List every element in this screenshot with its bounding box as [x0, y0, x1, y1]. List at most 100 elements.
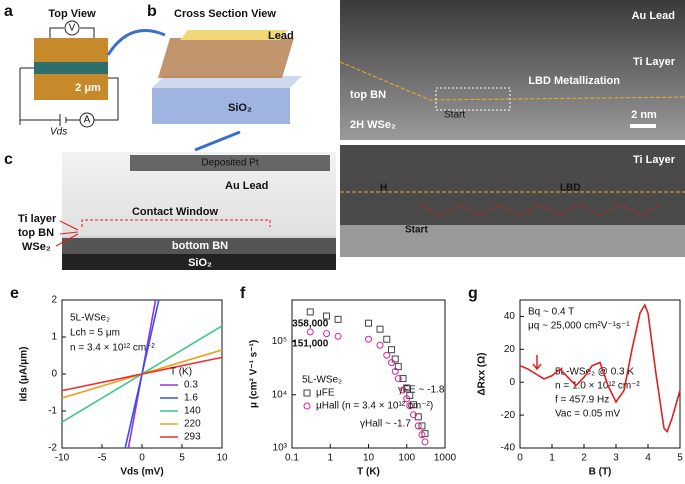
ammeter-label: A — [84, 115, 91, 126]
legend-label: 0.3 — [184, 380, 198, 391]
start-label: Start — [405, 225, 428, 236]
value-label: 151,000 — [292, 339, 329, 350]
x-tick-label: 1 — [549, 453, 555, 464]
ammeter — [79, 112, 95, 128]
legend-label: 220 — [184, 419, 201, 430]
arrow — [106, 29, 166, 56]
x-tick-label: 10 — [363, 453, 375, 464]
annotation: n = 3.4 × 10¹² cm⁻² — [70, 343, 155, 354]
marker — [418, 422, 426, 430]
legend-label: 293 — [184, 432, 201, 443]
interface — [339, 61, 685, 101]
pt-label: Deposited Pt — [201, 158, 258, 169]
arrow — [194, 130, 241, 152]
marker — [421, 430, 429, 438]
legend-swatch — [303, 389, 311, 397]
marker — [399, 375, 407, 383]
marker — [334, 332, 342, 340]
au-label: Au Lead — [225, 180, 268, 192]
annotation: Lch = 5 μm — [70, 328, 120, 339]
topbn-label: top BN — [18, 227, 54, 239]
marker — [365, 319, 372, 327]
scale-label: 2 nm — [631, 109, 657, 121]
marker — [376, 325, 384, 333]
x-axis-label: T (K) — [357, 467, 380, 478]
legend-label: 1.6 — [184, 393, 198, 404]
marker — [409, 401, 417, 409]
bottombn-label: bottom BN — [172, 240, 228, 252]
y-tick-label: -1 — [48, 406, 57, 417]
data-line — [61, 356, 223, 392]
marker — [334, 315, 342, 323]
x-tick-label: 1000 — [434, 453, 457, 464]
y-tick-label: 0 — [509, 377, 515, 388]
substrate — [152, 88, 290, 124]
ti-label: Ti Layer — [633, 154, 676, 166]
panel-label: g — [468, 285, 478, 302]
lbd-label: LBD Metallization — [528, 75, 620, 87]
x-tick-label: 3 — [613, 453, 619, 464]
marker — [306, 308, 314, 316]
substrate-top — [152, 76, 302, 88]
topbn-label: top BN — [350, 89, 386, 101]
y-axis-label: ΔRxx (Ω) — [477, 353, 488, 396]
arrow — [532, 355, 542, 371]
y-tick-label: 10⁴ — [272, 389, 287, 400]
marker — [406, 402, 414, 410]
y-tick-label: 2 — [51, 295, 57, 306]
y-tick-label: -40 — [501, 443, 516, 454]
y-axis-label: Ids (μA/μm) — [19, 346, 30, 401]
annotation: μq ~ 25,000 cm²V⁻¹s⁻¹ — [528, 321, 630, 332]
panel-label: f — [240, 285, 246, 302]
y-tick-label: 10³ — [273, 443, 288, 454]
legend-label: 140 — [184, 406, 201, 417]
x-tick-label: -10 — [55, 453, 70, 464]
wse2-label: WSe₂ — [22, 241, 51, 253]
marker — [403, 395, 411, 403]
x-tick-label: 0.1 — [285, 453, 299, 464]
sio2-layer — [62, 254, 336, 270]
voltmeter-label: V — [69, 23, 76, 34]
x-tick-label: 2 — [581, 453, 587, 464]
y-tick-label: -20 — [501, 410, 516, 421]
au-label: Au Lead — [632, 10, 675, 22]
x-tick-label: 0 — [139, 453, 145, 464]
legend-swatch — [303, 402, 311, 410]
legend-label: μHall (n = 3.4 × 10¹² cm⁻²) — [316, 401, 433, 412]
x-tick-label: 5 — [179, 453, 185, 464]
layers — [158, 38, 294, 78]
source-label: Vds — [50, 127, 67, 138]
panel-label: e — [10, 285, 19, 302]
marker — [323, 330, 331, 338]
marker — [391, 355, 399, 363]
lbd-trace — [419, 204, 661, 216]
y-tick-label: 0 — [51, 369, 57, 380]
wse2-label: 2H WSe₂ — [350, 119, 396, 131]
annotation: 5L-WSe₂ @ 0.3 K — [555, 367, 634, 378]
ti-label: Ti layer — [18, 213, 57, 225]
window-bracket — [81, 219, 271, 227]
x-axis-label: B (T) — [589, 467, 612, 478]
marker — [376, 341, 384, 349]
annotation: Vac = 0.05 mV — [555, 409, 620, 420]
panel-label: a — [4, 3, 13, 20]
value-label: 358,000 — [292, 319, 329, 330]
panel-label: b — [147, 3, 157, 20]
marker — [418, 431, 426, 439]
marker — [388, 359, 396, 367]
flake — [34, 62, 108, 74]
marker — [388, 346, 396, 354]
annotation: γFE ~ -1.8 — [398, 385, 445, 396]
sio2-label: SiO₂ — [188, 257, 212, 269]
marker — [403, 384, 411, 392]
panel-title: Top View — [48, 8, 96, 20]
y-tick-label: -2 — [48, 443, 57, 454]
y-tick-label: 10⁵ — [272, 336, 287, 347]
x-tick-label: 0 — [517, 453, 523, 464]
lead-block — [180, 30, 288, 40]
marker — [409, 411, 417, 419]
x-tick-label: 1 — [327, 453, 333, 464]
y-axis-label: μ (cm² V⁻¹ s⁻¹) — [249, 340, 260, 408]
marker — [394, 363, 402, 371]
